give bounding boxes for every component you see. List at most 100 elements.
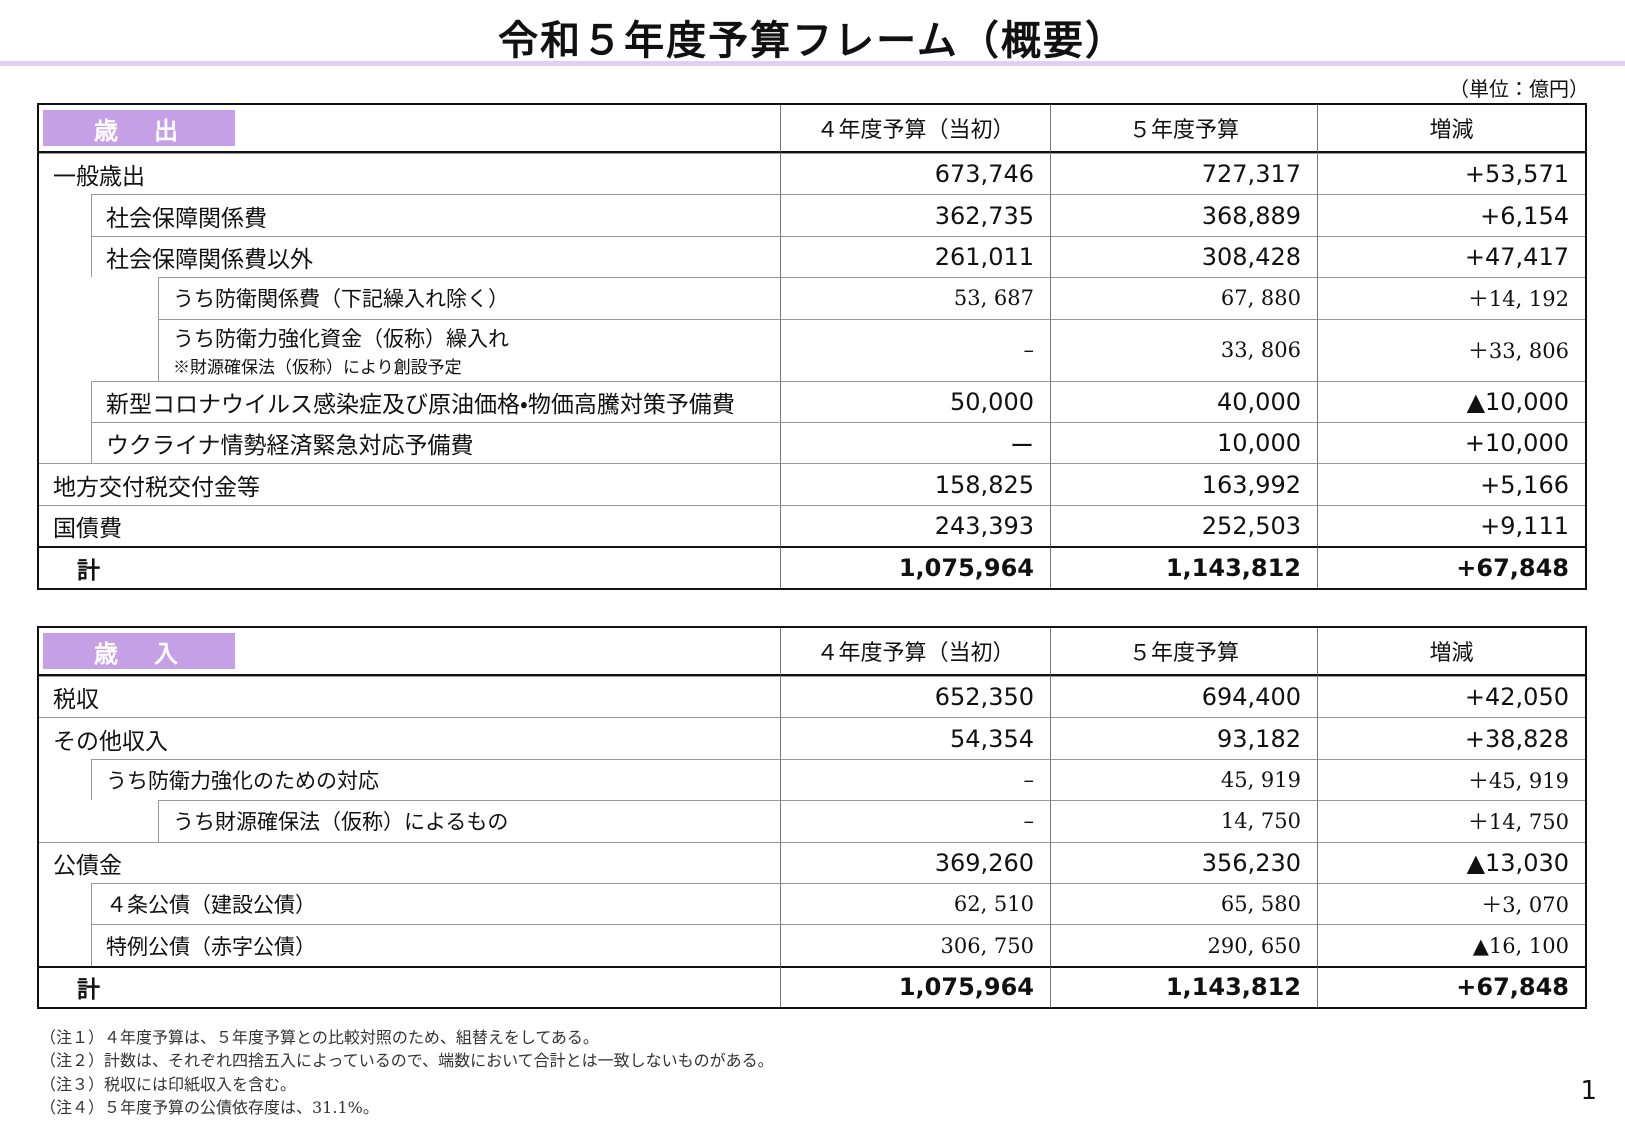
row-label: 国債費 [39,504,780,546]
value-cell: +67,848 [1317,965,1585,1008]
value-cell: 65, 580 [1050,882,1317,925]
row: その他収入 54,354 93,182 +38,828 [39,717,1585,759]
unit: （単位：億円） [1449,77,1589,101]
value-cell: 362,735 [780,194,1050,236]
value-cell: ＋14, 192 [1317,277,1585,319]
indent [39,236,91,277]
row: うち防衛力強化資金（仮称）繰入れ ※財源確保法（仮称）により創設予定 –33, 80… [39,318,1585,381]
row-label: うち財源確保法（仮称）によるもの [158,800,780,842]
indent [39,759,91,800]
value-cell: +9,111 [1317,504,1585,547]
row-label: ウクライナ情勢経済緊急対応予備費 [91,421,780,464]
value-cell: ＋45, 919 [1317,758,1585,801]
value-cell: 243,393 [780,504,1050,547]
value-cell: ▲10,000 [1317,380,1585,422]
value-cell: 652,350 [780,676,1050,718]
value-cell: +47,417 [1317,235,1585,278]
column-header: ４年度予算（当初） [780,628,1050,676]
row-label: 計 [39,965,780,1007]
notes: （注１）４年度予算は、５年度予算との比較対照のため、組替えをしてある。 （注２）計… [40,1026,774,1119]
row: 公債金 369,260 356,230 ▲13,030 [39,841,1585,883]
page-number: 1 [1580,1076,1597,1106]
value-cell: 54,354 [780,717,1050,759]
value-cell: 67, 880 [1050,277,1317,319]
value-cell: – [780,800,1050,842]
indent [39,381,91,422]
column-header: ５年度予算 [1050,105,1317,153]
row-label: 一般歳出 [39,153,780,194]
row-label: 地方交付税交付金等 [39,463,780,504]
value-cell: ＋33, 806 [1317,318,1585,381]
row: うち防衛関係費（下記繰入れ除く） 53, 687 67, 880 ＋14, 192 [39,277,1585,319]
row-label: うち防衛力強化のための対応 [91,758,780,801]
value-cell: 369,260 [780,841,1050,883]
row: ウクライナ情勢経済緊急対応予備費ー 10,000 +10,000 [39,421,1585,464]
value-cell: +42,050 [1317,676,1585,718]
row-label: うち防衛力強化資金（仮称）繰入れ ※財源確保法（仮称）により創設予定 [158,318,780,381]
title-rule [0,61,1625,66]
note: （注４）５年度予算の公債依存度は、31.1%。 [40,1097,379,1117]
value-cell: 356,230 [1050,841,1317,883]
row: 社会保障関係費 362,735 368,889 +6,154 [39,194,1585,236]
revenue-table: 歳 入 ４年度予算（当初） ５年度予算 増減 税収 652,350 694,400 +42,0… [37,626,1587,1010]
row: うち防衛力強化のための対応 –45, 919 ＋45, 919 [39,758,1585,801]
indent [39,277,158,318]
value-cell: 1,143,812 [1050,546,1317,588]
column-header: 増減 [1317,105,1585,153]
value-cell: 1,075,964 [780,546,1050,588]
value-cell: +38,828 [1317,717,1585,759]
indent [39,800,158,841]
value-cell: – [780,318,1050,381]
note: （注１）４年度予算は、５年度予算との比較対照のため、組替えをしてある。 [40,1028,599,1047]
value-cell: 1,143,812 [1050,965,1317,1008]
value-cell: ＋14, 750 [1317,800,1585,842]
value-cell: ー [780,421,1050,464]
row-label: 税収 [39,676,780,717]
value-cell: ＋3, 070 [1317,882,1585,925]
title: 令和５年度予算フレーム（概要） [498,18,1127,64]
row: 特例公債（赤字公債） 306, 750 290, 650 ▲16, 100 [39,924,1585,966]
value-cell: 306, 750 [780,924,1050,966]
value-cell: ▲13,030 [1317,841,1585,883]
row: 社会保障関係費以外 261,011 308,428 +47,417 [39,235,1585,278]
value-cell: – [780,758,1050,801]
value-cell: 252,503 [1050,504,1317,547]
row-label: 社会保障関係費 [91,194,780,236]
row: うち財源確保法（仮称）によるもの –14, 750 ＋14, 750 [39,800,1585,842]
value-cell: 10,000 [1050,421,1317,464]
value-cell: 368,889 [1050,194,1317,236]
note: （注３）税収には印紙収入を含む。 [40,1074,297,1094]
value-cell: 93,182 [1050,717,1317,759]
column-header: 増減 [1317,628,1585,676]
note: （注２）計数は、それぞれ四捨五入によっているので、端数において合計とは一致しない… [40,1051,774,1071]
value-cell: 158,825 [780,463,1050,505]
row: 国債費 243,393 252,503 +9,111 [39,504,1585,547]
header-label-cell: 歳 出 [39,105,780,153]
row-label: 特例公債（赤字公債） [91,924,780,966]
indent [39,422,91,463]
indent [39,924,91,965]
value-cell: 673,746 [780,153,1050,195]
indent [39,319,158,381]
value-cell: +6,154 [1317,194,1585,236]
header-label-cell: 歳 入 [39,628,780,676]
row-label: 新型コロナウイルス感染症及び原油価格・物価高騰対策予備費 [91,380,780,422]
section-tag: 歳 入 [43,633,235,669]
value-cell: +53,571 [1317,153,1585,195]
total-row: 計 1,075,964 1,143,812 +67,848 [39,546,1585,588]
value-cell: 261,011 [780,235,1050,278]
value-cell: 1,075,964 [780,965,1050,1008]
indent [39,883,91,924]
column-header: ５年度予算 [1050,628,1317,676]
value-cell: 45, 919 [1050,758,1317,801]
total-row: 計 1,075,964 1,143,812 +67,848 [39,965,1585,1008]
row: ４条公債（建設公債） 62, 510 65, 580 ＋3, 070 [39,882,1585,925]
value-cell: 40,000 [1050,380,1317,422]
value-cell: 290, 650 [1050,924,1317,966]
value-cell: 53, 687 [780,277,1050,319]
label-text: うち防衛力強化資金（仮称）繰入れ [173,326,509,351]
column-header: ４年度予算（当初） [780,105,1050,153]
value-cell: 727,317 [1050,153,1317,195]
